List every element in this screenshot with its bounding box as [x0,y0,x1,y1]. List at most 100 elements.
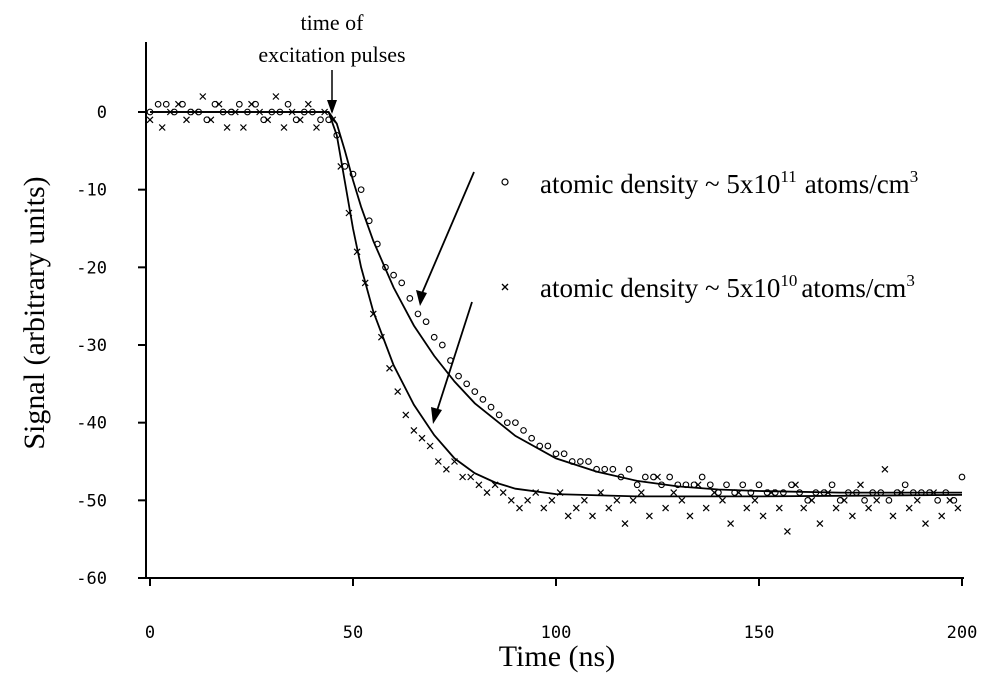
data-point-cross [313,124,320,131]
data-points [146,93,966,535]
data-point-cross [605,504,613,512]
data-point-cross [873,496,881,504]
data-point-cross [645,512,653,520]
data-point-cross [840,496,848,504]
data-point-cross [865,504,873,512]
data-point-cross [735,489,743,497]
data-point-circle [780,489,787,496]
data-point-circle [844,489,852,496]
data-point-circle [520,427,527,434]
pointer-arrow-crosses-head [431,407,442,424]
data-point-cross [329,116,337,124]
data-point-cross [256,108,264,116]
y-tick-label: -20 [76,258,107,278]
y-tick-label: -50 [76,491,107,511]
data-point-cross [678,496,686,504]
data-point-circle [512,419,519,427]
data-point-cross [174,100,182,108]
data-point-circle [219,108,227,116]
data-point-circle [666,473,674,481]
data-point-cross [637,489,645,497]
data-point-circle [731,489,738,496]
data-point-cross [158,124,166,131]
legend-marker-cross [501,283,509,291]
data-point-cross [670,489,678,497]
y-axis-title: Signal (arbitrary units) [18,176,51,449]
data-point-cross [808,496,816,504]
data-point-circle [479,396,487,403]
data-point-cross [296,116,304,124]
data-point-circle [633,481,641,489]
data-point-cross [621,520,629,528]
data-point-cross [264,116,272,124]
data-point-cross [654,473,661,481]
data-point-circle [179,100,186,108]
data-point-circle [503,419,511,427]
fit-curve-cross [150,111,963,498]
data-point-circle [187,108,194,116]
data-point-cross [832,504,840,512]
data-point-circle [300,108,308,116]
data-point-circle [723,481,730,489]
x-tick-label: 100 [541,623,572,643]
data-point-cross [248,100,255,108]
data-point-circle [390,271,397,279]
data-point-cross [800,504,808,512]
data-point-circle [877,489,885,496]
data-point-circle [593,465,600,473]
data-point-circle [682,481,690,489]
data-point-circle [430,333,438,341]
data-point-cross [467,473,475,481]
data-point-circle [934,496,941,504]
data-point-circle [869,489,877,496]
data-point-circle [812,489,820,496]
data-point-circle [382,263,389,271]
data-point-cross [394,388,402,396]
data-point-circle [625,465,633,473]
data-point-cross [897,489,905,497]
legend-label-circles: atomic density ~ 5x1011 atoms/cm3 [540,167,918,199]
data-point-cross [881,465,889,473]
data-point-circle [171,108,178,116]
data-point-circle [747,489,755,496]
data-point-cross [499,489,507,497]
data-point-circle [690,481,698,489]
data-point-circle [471,388,479,395]
data-point-circle [853,489,860,496]
x-tick-label: 0 [145,623,155,643]
pointer-arrow-circles [419,171,475,299]
data-point-cross [848,512,856,520]
annotation-arrow-head [327,100,337,114]
data-point-circle [658,481,665,489]
data-point-circle [292,116,300,124]
data-point-circle [942,489,950,496]
data-point-cross [922,520,929,528]
data-point-cross [434,458,442,465]
data-point-circle [788,481,795,489]
legend-label-crosses: atomic density ~ 5x1010 atoms/cm3 [540,271,915,303]
data-point-circle [918,489,925,496]
data-point-cross [386,364,393,372]
data-point-circle [438,341,446,349]
data-point-cross [580,496,588,504]
data-point-circle [260,116,268,124]
data-point-circle [284,100,292,108]
data-point-cross [662,504,670,512]
legend-item-crosses: atomic density ~ 5x1010 atoms/cm3 [501,271,915,303]
data-point-cross [231,108,239,116]
data-point-circle [893,489,901,496]
data-point-cross [792,481,799,489]
data-point-cross [857,481,864,489]
data-point-cross [199,93,207,100]
data-point-cross [377,333,385,341]
data-point-circle [406,295,414,302]
data-point-circle [836,496,844,504]
data-point-cross [475,481,483,489]
data-point-cross [613,496,621,504]
data-point-cross [548,496,556,504]
data-point-cross [719,496,726,504]
data-point-cross [751,496,759,504]
data-point-circle [560,450,568,458]
data-point-cross [402,411,410,419]
data-point-circle [641,473,649,481]
